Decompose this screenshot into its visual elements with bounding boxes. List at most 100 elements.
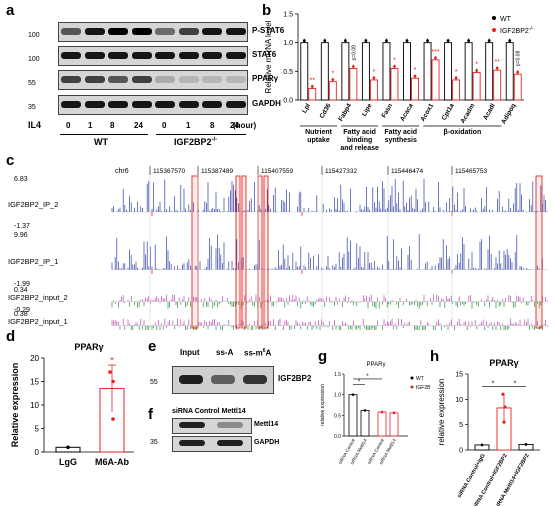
wt-label: WT xyxy=(94,137,108,147)
dot xyxy=(351,65,355,68)
y-tick-label: 5 xyxy=(459,422,463,429)
lane-label: ss-m6A xyxy=(244,348,272,358)
panel-g-label: g xyxy=(318,348,328,365)
legend-marker xyxy=(492,16,496,20)
group-label: binding xyxy=(347,137,372,144)
dot xyxy=(454,76,458,80)
dot xyxy=(508,39,512,43)
coord-label: 115427332 xyxy=(325,168,357,175)
bar xyxy=(513,73,522,101)
bar xyxy=(361,42,370,101)
y-tick-label: 0.5 xyxy=(334,413,341,419)
blot-ppar-gamma xyxy=(58,70,248,90)
time-label: 8 xyxy=(110,121,115,130)
time-label: 0 xyxy=(162,121,167,130)
protein-label: GAPDH xyxy=(252,99,281,108)
bar xyxy=(328,81,337,101)
x-tick-label: Cd36 xyxy=(319,102,333,120)
chrom-label: chr6 xyxy=(115,168,129,175)
protein-label: P-STAT6 xyxy=(252,26,285,35)
x-tick-label: Acaca xyxy=(399,102,415,122)
band xyxy=(202,52,222,59)
sig-label: *** xyxy=(431,49,439,56)
peak-highlight xyxy=(241,175,247,329)
band xyxy=(108,28,128,35)
time-unit: (hour) xyxy=(233,121,257,130)
sig-label: * xyxy=(455,69,458,76)
legend-sup: -/- xyxy=(529,26,534,32)
dot xyxy=(111,379,115,384)
dot xyxy=(502,420,506,424)
dot xyxy=(343,39,347,43)
panel-d-chart: PPARγ 0 5 10 15 20 Relative expression LgG * M6A-… xyxy=(10,342,134,467)
x-tick-label: Adipoq xyxy=(500,102,517,125)
chart-title: PPARγ xyxy=(367,362,386,368)
mw-marker: 35 xyxy=(28,104,36,111)
legend-label: WT xyxy=(416,376,424,382)
dot xyxy=(524,443,528,446)
dot xyxy=(108,370,112,374)
legend-marker xyxy=(492,28,496,32)
sig-label: p=0.08 xyxy=(516,51,522,67)
blot-gapdh xyxy=(58,95,248,115)
y-tick-label: 15 xyxy=(455,372,463,379)
bar xyxy=(389,412,399,437)
panel-c-genome-tracks: chr6 115367570 115387489 115407559 115427332… xyxy=(8,166,548,330)
y-tick-label: 15 xyxy=(30,378,39,387)
dot xyxy=(446,39,450,43)
sig-label: * xyxy=(475,61,478,68)
sig-label: * xyxy=(393,57,396,64)
band xyxy=(155,76,175,83)
y-tick-label: 1.5 xyxy=(334,372,341,378)
band xyxy=(217,422,243,428)
dot xyxy=(351,393,355,396)
time-label: 1 xyxy=(186,121,191,130)
band xyxy=(155,101,175,108)
blot-gapdh xyxy=(172,436,252,452)
mw-marker: 100 xyxy=(28,32,40,39)
band xyxy=(108,101,128,108)
sig-label: * xyxy=(492,381,495,388)
x-tick-label: M6A-Ab xyxy=(95,457,129,467)
y-tick-label: 1.0 xyxy=(334,393,341,399)
band xyxy=(61,76,81,83)
sig-label: * xyxy=(358,380,361,386)
band xyxy=(131,76,152,83)
dot xyxy=(516,70,520,74)
dot xyxy=(426,39,429,43)
track-max: 9.96 xyxy=(14,232,28,239)
bar xyxy=(493,69,502,101)
band xyxy=(108,76,128,83)
group-label: Fatty acid xyxy=(343,129,376,136)
track-name: IGF2BP2_IP_1 xyxy=(8,257,58,266)
mw-marker: 55 xyxy=(150,379,158,386)
group-label: synthesis xyxy=(385,137,417,144)
dot xyxy=(385,39,388,43)
y-axis-label: Relative expression xyxy=(10,363,20,448)
band xyxy=(108,52,128,59)
bar xyxy=(341,42,350,101)
band xyxy=(217,440,243,446)
panel-f-label: f xyxy=(148,406,153,423)
band xyxy=(84,28,105,35)
dot xyxy=(413,74,417,78)
panel-c-label: c xyxy=(6,152,15,169)
bar xyxy=(485,42,494,101)
x-tick-label: Acox1 xyxy=(419,102,435,123)
group-label: Nutrient xyxy=(305,129,333,136)
band xyxy=(131,52,152,59)
band xyxy=(178,101,199,108)
peak-highlight xyxy=(191,175,199,329)
band xyxy=(61,28,81,35)
band xyxy=(131,28,152,35)
x-tick-label: Lpl xyxy=(301,102,312,114)
bar xyxy=(349,68,358,101)
dot xyxy=(310,85,314,88)
bar xyxy=(348,394,358,437)
x-tick-label: Lipe xyxy=(361,102,374,117)
panel-b-label: b xyxy=(262,2,272,19)
mw-marker: 35 xyxy=(150,439,158,446)
dot xyxy=(111,417,115,421)
